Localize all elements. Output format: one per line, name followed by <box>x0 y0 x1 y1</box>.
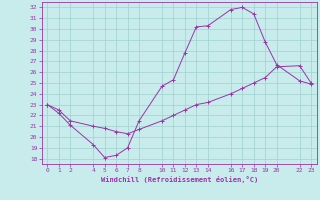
X-axis label: Windchill (Refroidissement éolien,°C): Windchill (Refroidissement éolien,°C) <box>100 176 258 183</box>
